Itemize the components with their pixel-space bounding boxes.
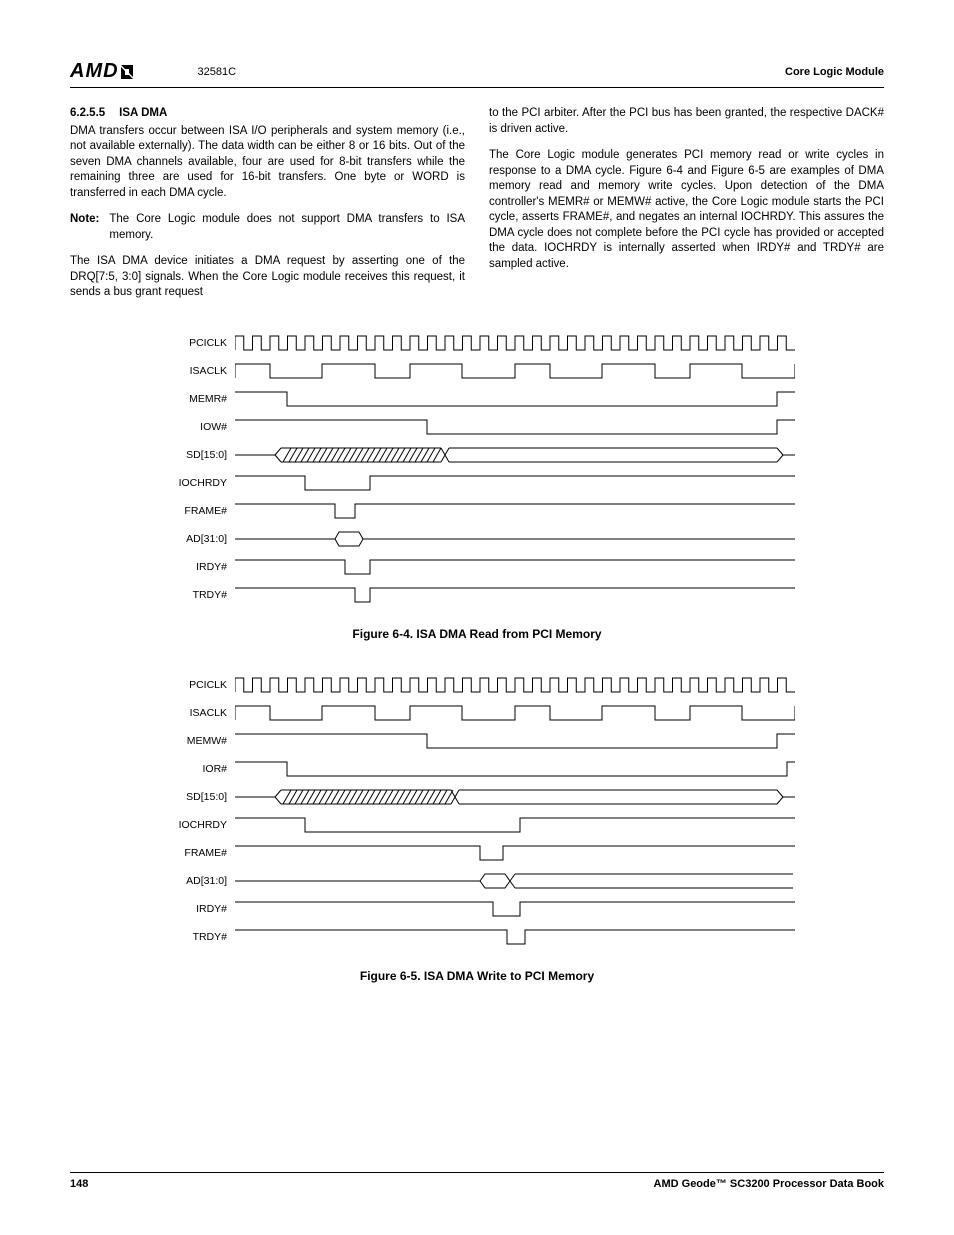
- signal-wave: [235, 873, 817, 889]
- signal-wave: [235, 761, 817, 777]
- signal-wave: [235, 363, 817, 379]
- amd-logo: AMD: [70, 60, 138, 83]
- page-footer: 148 AMD Geode™ SC3200 Processor Data Boo…: [70, 1172, 884, 1190]
- right-column: to the PCI arbiter. After the PCI bus ha…: [489, 106, 884, 301]
- signal-wave: [235, 817, 817, 833]
- signal-label: IOW#: [137, 421, 235, 433]
- timing-diagram-1: PCICLK ISACLK MEMR# IOW# SD[15:0] IOCHRDY FRAM…: [137, 329, 817, 609]
- logo-arrow-icon: [120, 64, 138, 80]
- section-title: ISA DMA: [119, 107, 167, 119]
- signal-label: AD[31:0]: [137, 533, 235, 545]
- figure-caption: Figure 6-5. ISA DMA Write to PCI Memory: [70, 969, 884, 983]
- section-number: 6.2.5.5: [70, 106, 105, 122]
- signal-label: ISACLK: [137, 365, 235, 377]
- signal-row: AD[31:0]: [137, 867, 817, 895]
- signal-label: MEMW#: [137, 735, 235, 747]
- logo-text: AMD: [70, 60, 119, 83]
- signal-wave: [235, 705, 817, 721]
- signal-label: TRDY#: [137, 589, 235, 601]
- signal-label: IRDY#: [137, 561, 235, 573]
- signal-wave: [235, 587, 817, 603]
- signal-label: SD[15:0]: [137, 449, 235, 461]
- paragraph: The ISA DMA device initiates a DMA reque…: [70, 254, 465, 301]
- signal-label: IRDY#: [137, 903, 235, 915]
- figure-caption: Figure 6-4. ISA DMA Read from PCI Memory: [70, 627, 884, 641]
- signal-row: FRAME#: [137, 497, 817, 525]
- paragraph: to the PCI arbiter. After the PCI bus ha…: [489, 106, 884, 137]
- signal-row: ISACLK: [137, 699, 817, 727]
- note-body: The Core Logic module does not support D…: [109, 212, 465, 243]
- signal-wave: [235, 559, 817, 575]
- signal-wave: [235, 335, 817, 351]
- signal-label: IOR#: [137, 763, 235, 775]
- signal-wave: [235, 475, 817, 491]
- footer-book-title: AMD Geode™ SC3200 Processor Data Book: [654, 1178, 884, 1190]
- doc-id: 32581C: [138, 66, 785, 78]
- signal-label: SD[15:0]: [137, 791, 235, 803]
- signal-wave: [235, 419, 817, 435]
- signal-wave: [235, 531, 817, 547]
- signal-wave: [235, 929, 817, 945]
- signal-label: FRAME#: [137, 505, 235, 517]
- signal-row: IOR#: [137, 755, 817, 783]
- signal-row: SD[15:0]: [137, 441, 817, 469]
- signal-wave: [235, 845, 817, 861]
- signal-row: PCICLK: [137, 329, 817, 357]
- signal-label: PCICLK: [137, 337, 235, 349]
- page-header: AMD 32581C Core Logic Module: [70, 60, 884, 88]
- page-number: 148: [70, 1178, 88, 1190]
- left-column: 6.2.5.5 ISA DMA DMA transfers occur betwe…: [70, 106, 465, 301]
- signal-wave: [235, 789, 817, 805]
- signal-row: TRDY#: [137, 581, 817, 609]
- signal-row: IRDY#: [137, 553, 817, 581]
- signal-label: PCICLK: [137, 679, 235, 691]
- signal-row: FRAME#: [137, 839, 817, 867]
- signal-label: AD[31:0]: [137, 875, 235, 887]
- timing-diagram-2: PCICLK ISACLK MEMW# IOR# SD[15:0] IOCHRDY FRAM…: [137, 671, 817, 951]
- signal-wave: [235, 901, 817, 917]
- signal-wave: [235, 391, 817, 407]
- header-module-name: Core Logic Module: [785, 66, 884, 78]
- signal-label: TRDY#: [137, 931, 235, 943]
- signal-row: IRDY#: [137, 895, 817, 923]
- signal-row: IOW#: [137, 413, 817, 441]
- signal-row: SD[15:0]: [137, 783, 817, 811]
- paragraph: DMA transfers occur between ISA I/O peri…: [70, 124, 465, 202]
- signal-label: FRAME#: [137, 847, 235, 859]
- note-label: Note:: [70, 212, 99, 243]
- signal-row: PCICLK: [137, 671, 817, 699]
- signal-wave: [235, 733, 817, 749]
- signal-row: TRDY#: [137, 923, 817, 951]
- signal-row: ISACLK: [137, 357, 817, 385]
- signal-row: IOCHRDY: [137, 811, 817, 839]
- signal-wave: [235, 503, 817, 519]
- signal-label: MEMR#: [137, 393, 235, 405]
- body-columns: 6.2.5.5 ISA DMA DMA transfers occur betwe…: [70, 106, 884, 301]
- signal-row: MEMW#: [137, 727, 817, 755]
- signal-label: IOCHRDY: [137, 819, 235, 831]
- signal-wave: [235, 677, 817, 693]
- signal-row: AD[31:0]: [137, 525, 817, 553]
- signal-label: ISACLK: [137, 707, 235, 719]
- note: Note: The Core Logic module does not sup…: [70, 212, 465, 243]
- signal-wave: [235, 447, 817, 463]
- signal-row: MEMR#: [137, 385, 817, 413]
- signal-label: IOCHRDY: [137, 477, 235, 489]
- paragraph: The Core Logic module generates PCI memo…: [489, 148, 884, 272]
- signal-row: IOCHRDY: [137, 469, 817, 497]
- section-heading: 6.2.5.5 ISA DMA: [70, 106, 465, 122]
